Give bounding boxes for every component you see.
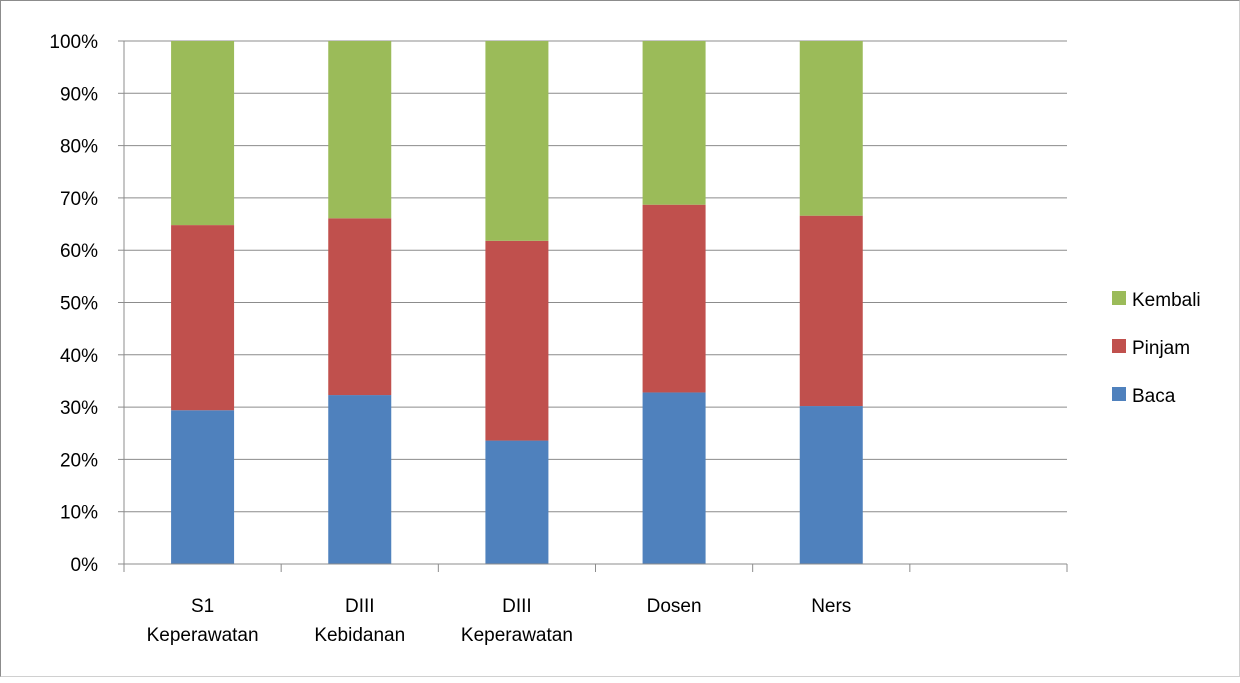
legend-label: Baca — [1132, 386, 1176, 407]
bar-baca — [171, 410, 235, 564]
axes — [118, 40, 1068, 572]
bar-pinjam — [328, 218, 392, 396]
y-tick-label: 90% — [60, 84, 98, 105]
bars — [171, 41, 863, 564]
legend-item-kembali[interactable]: Kembali — [1112, 290, 1201, 311]
x-category-label: Keperawatan — [461, 625, 573, 646]
y-tick-label: 10% — [60, 503, 98, 524]
y-tick-label: 40% — [60, 346, 98, 367]
legend-swatch — [1112, 291, 1126, 305]
bar-kembali — [485, 41, 549, 241]
bar-pinjam — [171, 225, 235, 411]
x-category-label: S1 — [191, 596, 214, 617]
x-category-label: DIII — [345, 596, 375, 617]
y-tick-label: 100% — [49, 32, 98, 53]
bar-pinjam — [799, 215, 863, 407]
y-tick-label: 60% — [60, 241, 98, 262]
legend-label: Kembali — [1132, 290, 1201, 311]
y-tick-label: 50% — [60, 294, 98, 315]
x-category-label: Dosen — [647, 596, 702, 617]
y-tick-label: 0% — [71, 555, 99, 576]
bar-baca — [485, 440, 549, 564]
legend-label: Pinjam — [1132, 338, 1190, 359]
bar-kembali — [328, 41, 392, 219]
bar-baca — [799, 406, 863, 564]
bar-pinjam — [642, 204, 706, 393]
bar-kembali — [799, 41, 863, 216]
y-tick-label: 80% — [60, 137, 98, 158]
legend-item-pinjam[interactable]: Pinjam — [1112, 338, 1190, 359]
x-category-label: Keperawatan — [147, 625, 259, 646]
legend[interactable]: Kembali Pinjam Baca — [1112, 290, 1201, 407]
bar-baca — [328, 395, 392, 564]
gridlines — [124, 40, 1067, 513]
x-category-label: Kebidanan — [314, 625, 405, 646]
bar-baca — [642, 392, 706, 564]
y-tick-label: 70% — [60, 189, 98, 210]
bar-kembali — [171, 41, 235, 226]
x-category-label: Ners — [811, 596, 851, 617]
legend-swatch — [1112, 387, 1126, 401]
legend-item-baca[interactable]: Baca — [1112, 386, 1176, 407]
bar-pinjam — [485, 240, 549, 441]
y-tick-label: 30% — [60, 398, 98, 419]
x-category-label: DIII — [502, 596, 532, 617]
bar-kembali — [642, 41, 706, 205]
legend-swatch — [1112, 339, 1126, 353]
y-tick-label: 20% — [60, 450, 98, 471]
axis-labels: 0% 10% 20% 30% 40% 50% 60% 70% 80% 90% 100% S1 Keper… — [49, 32, 851, 646]
